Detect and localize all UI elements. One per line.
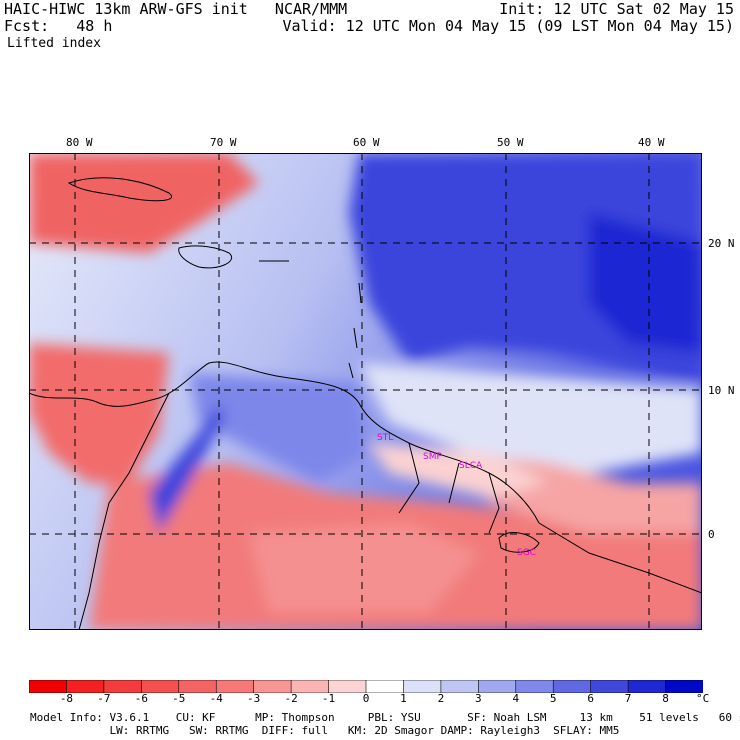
model-title: HAIC-HIWC 13km ARW-GFS init NCAR/MMM [4,0,348,18]
station-sgc: SGC [517,548,536,558]
colorbar-tick-label: -6 [134,692,148,705]
colorbar-tick-label: 0 [362,692,370,705]
colorbar-tick-label: -8 [59,692,74,705]
li-field [29,153,702,630]
valid-time: Valid: 12 UTC Mon 04 May 15 (09 LST Mon … [282,17,734,35]
lon-label-60w: 60 W [353,136,380,149]
lat-label-20n: 20 N [708,237,735,250]
station-slca: SLCA [459,461,483,471]
station-stl: STL [377,433,393,443]
model-info-line2: LW: RRTMG SW: RRTMG DIFF: full KM: 2D Sm… [30,724,620,737]
colorbar-tick-label: 4 [512,692,520,705]
lon-label-80w: 80 W [66,136,93,149]
lat-label-10n: 10 N [708,384,735,397]
colorbar-tick-label: -7 [97,692,111,705]
station-smp: SMP [423,452,442,462]
lat-lon-grid [29,153,702,630]
colorbar-tick-label: 6 [587,692,594,705]
colorbar-tick-label: 5 [549,692,557,705]
map-frame [29,153,702,630]
colorbar [29,680,703,693]
colorbar-tick-label: 7 [624,692,632,705]
colorbar-tick-label: 1 [400,692,407,705]
colorbar-tick-label: -4 [209,692,223,705]
model-info-line1: Model Info: V3.6.1 CU: KF MP: Thompson P… [30,711,740,724]
lifted-index-map: STL SMP SLCA SGC [29,153,702,630]
colorbar-tick-label: 3 [475,692,482,705]
forecast-hour: Fcst: 48 h [4,17,113,35]
colorbar-tick-label: 8 [662,692,669,705]
colorbar-unit: °C [696,692,710,705]
colorbar-tick-label: 2 [437,692,445,705]
colorbar-tick-label: -1 [321,692,336,705]
colorbar-swatch [665,680,703,693]
colorbar-tick-label: -3 [247,692,261,705]
lon-label-50w: 50 W [497,136,524,149]
lat-label-0: 0 [708,528,715,541]
init-time: Init: 12 UTC Sat 02 May 15 [499,0,734,18]
colorbar-tick-label: -2 [284,692,298,705]
lon-label-70w: 70 W [210,136,237,149]
field-name: Lifted index [7,36,101,51]
colorbar-tick-label: -5 [172,692,186,705]
coastlines [29,177,702,630]
lon-label-40w: 40 W [638,136,665,149]
